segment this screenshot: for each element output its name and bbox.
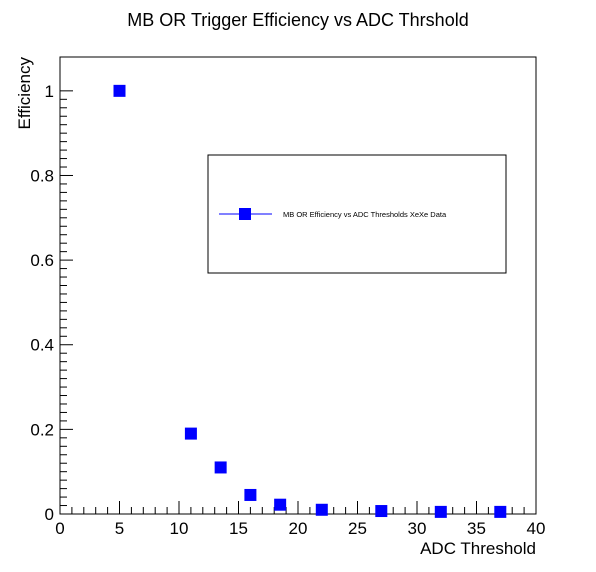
x-tick-label: 20 (289, 519, 308, 538)
legend-marker (239, 208, 251, 220)
x-axis-ticks (59, 501, 537, 514)
y-tick-label: 0.6 (30, 251, 54, 270)
y-tick-label: 0.8 (30, 166, 54, 185)
data-point (315, 503, 328, 516)
x-tick-label: 25 (348, 519, 367, 538)
data-point (434, 505, 447, 518)
x-tick-label: 30 (408, 519, 427, 538)
x-tick-label: 0 (55, 519, 64, 538)
x-tick-label: 10 (170, 519, 189, 538)
x-tick-label: 15 (229, 519, 248, 538)
legend-label: MB OR Efficiency vs ADC Thresholds XeXe … (283, 210, 447, 219)
data-point (494, 505, 507, 518)
x-tick-label: 35 (467, 519, 486, 538)
data-point (274, 498, 287, 511)
x-axis-label: ADC Threshold (420, 539, 536, 558)
data-point (375, 505, 388, 518)
y-tick-label: 1 (45, 82, 54, 101)
data-point (244, 488, 257, 501)
data-points (113, 84, 507, 518)
chart-title: MB OR Trigger Efficiency vs ADC Thrshold (127, 10, 468, 30)
legend: MB OR Efficiency vs ADC Thresholds XeXe … (207, 154, 507, 274)
x-axis-tick-labels: 0 5 10 15 20 25 30 35 40 (55, 519, 545, 538)
data-point (214, 461, 227, 474)
y-tick-label: 0 (45, 505, 54, 524)
y-axis-label: Efficiency (15, 57, 34, 130)
y-tick-label: 0.2 (30, 420, 54, 439)
x-tick-label: 5 (115, 519, 124, 538)
data-point (184, 427, 197, 440)
data-point (113, 84, 126, 97)
y-axis-tick-labels: 0 0.2 0.4 0.6 0.8 1 (30, 82, 54, 524)
x-tick-label: 40 (527, 519, 546, 538)
y-axis-ticks (60, 90, 73, 515)
y-tick-label: 0.4 (30, 336, 54, 355)
plot-frame (59, 56, 537, 515)
